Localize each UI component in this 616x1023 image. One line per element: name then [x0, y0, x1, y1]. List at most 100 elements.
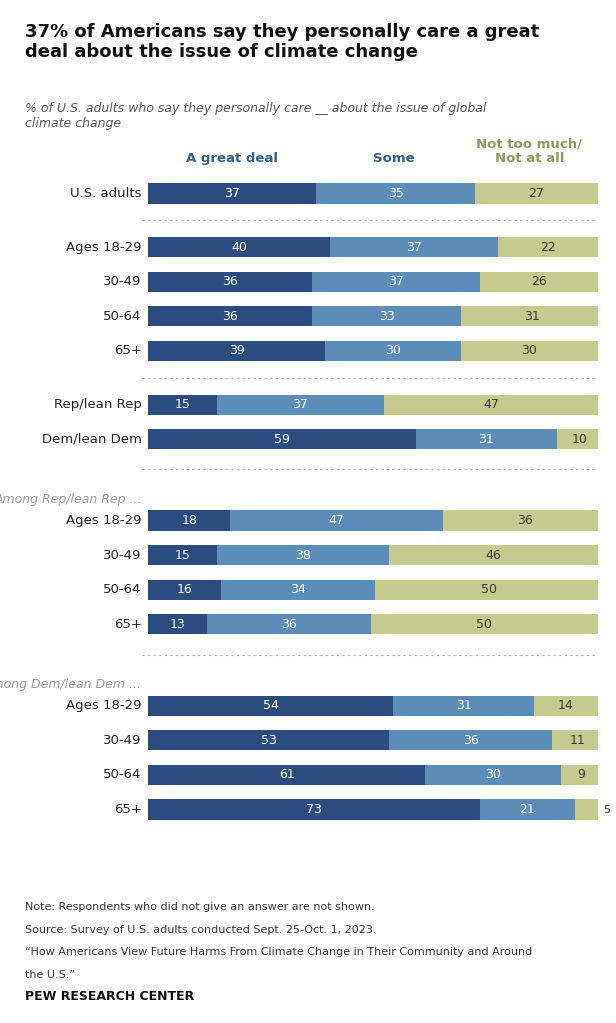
Text: Among Dem/lean Dem ...: Among Dem/lean Dem ...: [0, 678, 142, 692]
Text: 38: 38: [295, 548, 310, 562]
Text: 65+: 65+: [114, 345, 142, 357]
Bar: [425, 765, 561, 785]
Bar: [461, 341, 598, 361]
Text: 65+: 65+: [114, 618, 142, 631]
Text: 21: 21: [519, 803, 535, 816]
Text: 73: 73: [306, 803, 322, 816]
Bar: [371, 615, 598, 634]
Bar: [148, 730, 389, 750]
Text: 30-49: 30-49: [103, 548, 142, 562]
Text: 54: 54: [263, 699, 279, 712]
Bar: [148, 430, 416, 449]
Bar: [461, 306, 602, 326]
Bar: [316, 183, 475, 204]
Text: 30: 30: [522, 345, 537, 357]
Text: A great deal: A great deal: [187, 152, 278, 165]
Text: Ages 18-29: Ages 18-29: [66, 240, 142, 254]
Text: % of U.S. adults who say they personally care __ about the issue of global
clima: % of U.S. adults who say they personally…: [25, 102, 486, 130]
Bar: [330, 237, 498, 257]
Text: 30: 30: [386, 345, 402, 357]
Text: Some: Some: [373, 152, 414, 165]
Text: 10: 10: [572, 433, 587, 446]
Text: 30: 30: [485, 768, 501, 782]
Bar: [216, 395, 384, 414]
Text: 15: 15: [174, 548, 190, 562]
Text: 36: 36: [517, 514, 533, 527]
Text: 30-49: 30-49: [103, 275, 142, 288]
Bar: [148, 237, 330, 257]
Text: 59: 59: [274, 433, 290, 446]
Bar: [480, 272, 598, 292]
Bar: [312, 272, 480, 292]
Text: 46: 46: [485, 548, 501, 562]
Text: U.S. adults: U.S. adults: [70, 187, 142, 199]
Text: 50-64: 50-64: [103, 583, 142, 596]
Bar: [148, 183, 316, 204]
Text: PEW RESEARCH CENTER: PEW RESEARCH CENTER: [25, 989, 194, 1003]
Text: 47: 47: [329, 514, 345, 527]
Text: 37: 37: [387, 275, 403, 288]
Bar: [148, 306, 312, 326]
Text: 27: 27: [529, 187, 544, 199]
Text: 33: 33: [379, 310, 394, 323]
Bar: [475, 183, 598, 204]
Bar: [375, 580, 602, 599]
Text: 22: 22: [540, 240, 556, 254]
Text: 31: 31: [524, 310, 540, 323]
Text: 18: 18: [181, 514, 197, 527]
Bar: [389, 545, 598, 565]
Text: Rep/lean Rep: Rep/lean Rep: [54, 398, 142, 411]
Text: Dem/lean Dem: Dem/lean Dem: [42, 433, 142, 446]
Text: 9: 9: [578, 768, 586, 782]
Text: 37: 37: [293, 398, 309, 411]
Text: 16: 16: [177, 583, 193, 596]
Text: 14: 14: [558, 699, 573, 712]
Text: 15: 15: [174, 398, 190, 411]
Text: 61: 61: [279, 768, 294, 782]
Bar: [148, 341, 325, 361]
Text: 30-49: 30-49: [103, 733, 142, 747]
Bar: [148, 272, 312, 292]
Text: 65+: 65+: [114, 803, 142, 816]
Text: Not too much/
Not at all: Not too much/ Not at all: [477, 137, 583, 165]
Bar: [230, 510, 444, 531]
Text: Source: Survey of U.S. adults conducted Sept. 25-Oct. 1, 2023.: Source: Survey of U.S. adults conducted …: [25, 925, 376, 935]
Text: 36: 36: [222, 310, 238, 323]
Bar: [148, 580, 221, 599]
Bar: [148, 696, 394, 716]
Bar: [480, 800, 575, 819]
Text: 31: 31: [456, 699, 472, 712]
Text: 39: 39: [229, 345, 245, 357]
Text: 5: 5: [603, 804, 610, 814]
Text: 35: 35: [387, 187, 403, 199]
Text: 31: 31: [479, 433, 494, 446]
Text: 36: 36: [463, 733, 479, 747]
Bar: [312, 306, 461, 326]
Text: 26: 26: [530, 275, 546, 288]
Bar: [148, 510, 230, 531]
Bar: [444, 510, 607, 531]
Bar: [148, 395, 216, 414]
Bar: [498, 237, 598, 257]
Bar: [575, 800, 598, 819]
Bar: [552, 730, 602, 750]
Bar: [561, 765, 602, 785]
Bar: [325, 341, 461, 361]
Text: 50-64: 50-64: [103, 768, 142, 782]
Text: 50: 50: [476, 618, 492, 631]
Bar: [221, 580, 375, 599]
Text: 11: 11: [569, 733, 585, 747]
Text: 47: 47: [483, 398, 499, 411]
Bar: [384, 395, 598, 414]
Bar: [534, 696, 598, 716]
Bar: [416, 430, 557, 449]
Bar: [148, 765, 425, 785]
Text: 53: 53: [261, 733, 277, 747]
Text: the U.S.”: the U.S.”: [25, 970, 75, 980]
Text: 36: 36: [282, 618, 297, 631]
Bar: [389, 730, 552, 750]
Text: 40: 40: [231, 240, 247, 254]
Bar: [394, 696, 534, 716]
Text: 50-64: 50-64: [103, 310, 142, 323]
Text: 13: 13: [170, 618, 186, 631]
